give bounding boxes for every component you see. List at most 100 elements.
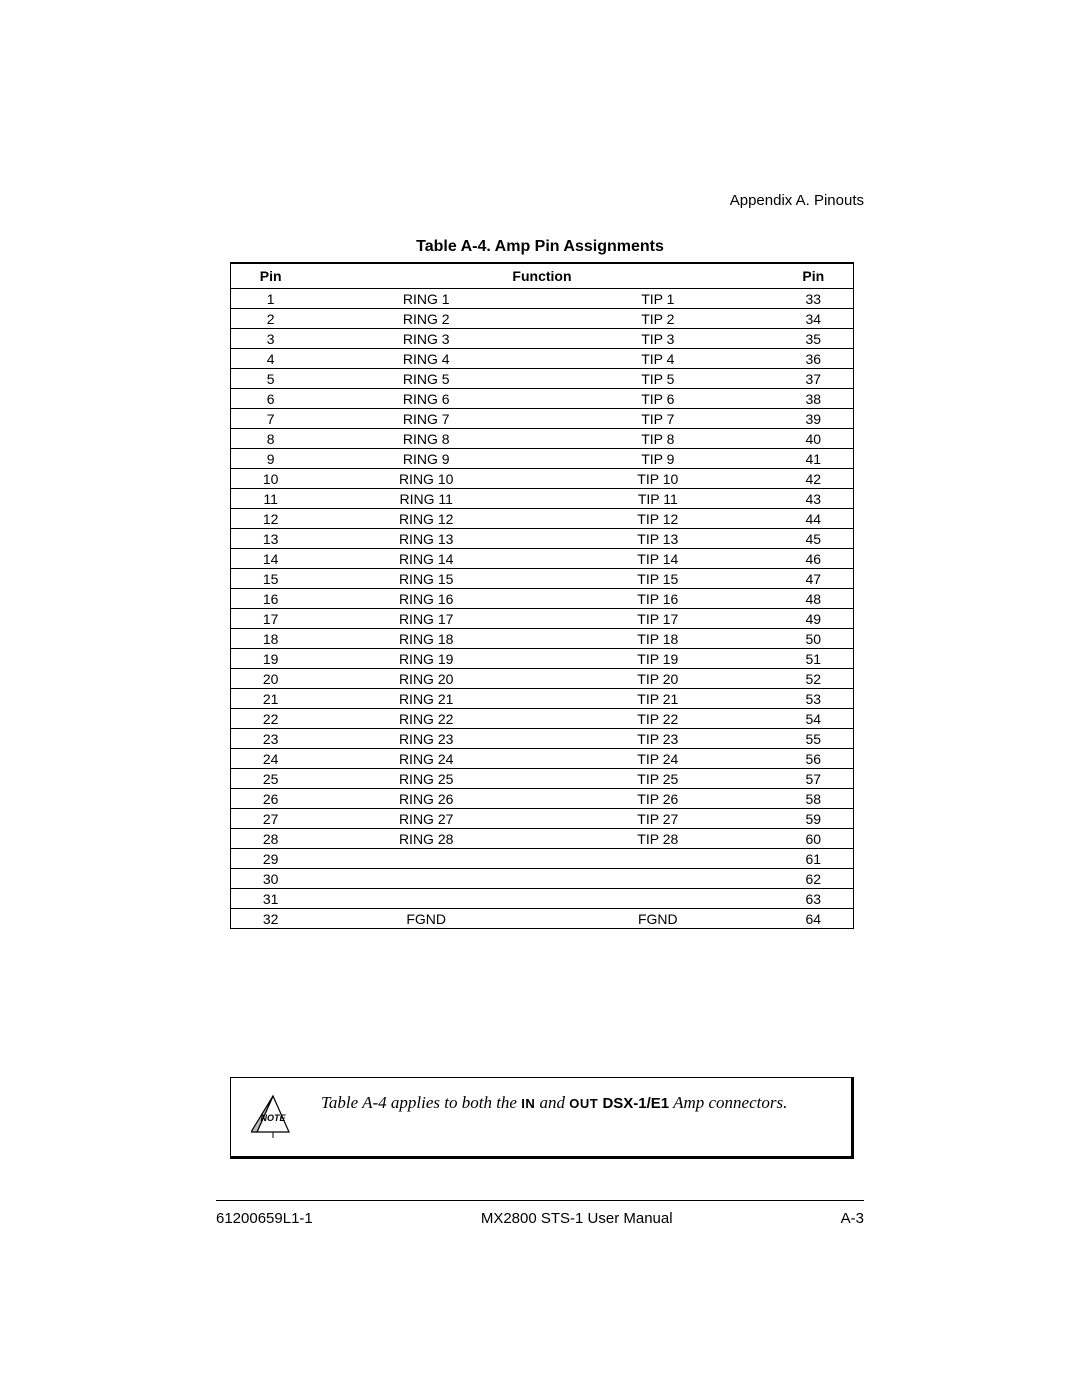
cell-func-b: TIP 23: [542, 729, 774, 749]
note-box: NOTE Table A-4 applies to both the IN an…: [230, 1077, 854, 1159]
cell-pin-left: 14: [231, 549, 311, 569]
table-row: 19RING 19TIP 1951: [231, 649, 854, 669]
cell-pin-left: 28: [231, 829, 311, 849]
header-section: Appendix A. Pinouts: [730, 192, 864, 209]
table-row: 18RING 18TIP 1850: [231, 629, 854, 649]
cell-func-b: TIP 24: [542, 749, 774, 769]
cell-pin-left: 25: [231, 769, 311, 789]
cell-func-a: RING 28: [310, 829, 542, 849]
cell-pin-right: 56: [774, 749, 854, 769]
cell-pin-right: 53: [774, 689, 854, 709]
cell-func-a: RING 18: [310, 629, 542, 649]
cell-func-a: RING 23: [310, 729, 542, 749]
cell-pin-right: 63: [774, 889, 854, 909]
cell-pin-right: 43: [774, 489, 854, 509]
cell-pin-right: 46: [774, 549, 854, 569]
cell-func-b: TIP 2: [542, 309, 774, 329]
cell-func-a: RING 22: [310, 709, 542, 729]
cell-pin-left: 30: [231, 869, 311, 889]
footer-rule: [216, 1200, 864, 1201]
table-row: 20RING 20TIP 2052: [231, 669, 854, 689]
cell-pin-right: 52: [774, 669, 854, 689]
cell-func-b: TIP 26: [542, 789, 774, 809]
cell-pin-left: 31: [231, 889, 311, 909]
table-row: 8RING 8TIP 840: [231, 429, 854, 449]
table-row: 17RING 17TIP 1749: [231, 609, 854, 629]
table-row: 31 63: [231, 889, 854, 909]
page: Appendix A. Pinouts Table A-4. Amp Pin A…: [0, 0, 1080, 1397]
footer-right: A-3: [841, 1210, 864, 1227]
cell-func-b: TIP 6: [542, 389, 774, 409]
cell-pin-right: 50: [774, 629, 854, 649]
cell-pin-right: 37: [774, 369, 854, 389]
table-row: 24RING 24TIP 2456: [231, 749, 854, 769]
cell-func-a: RING 5: [310, 369, 542, 389]
cell-pin-left: 32: [231, 909, 311, 929]
table-row: 22RING 22TIP 2254: [231, 709, 854, 729]
cell-func-b: TIP 14: [542, 549, 774, 569]
cell-func-b: TIP 18: [542, 629, 774, 649]
table-row: 3062: [231, 869, 854, 889]
cell-func-a: RING 14: [310, 549, 542, 569]
cell-func-b: TIP 5: [542, 369, 774, 389]
cell-pin-left: 22: [231, 709, 311, 729]
table-row: 2RING 2TIP 234: [231, 309, 854, 329]
cell-pin-left: 19: [231, 649, 311, 669]
note-mid: and: [535, 1093, 569, 1112]
cell-func-a: RING 24: [310, 749, 542, 769]
cell-pin-left: 15: [231, 569, 311, 589]
cell-pin-right: 47: [774, 569, 854, 589]
cell-pin-left: 23: [231, 729, 311, 749]
cell-func-a: RING 7: [310, 409, 542, 429]
cell-pin-left: 20: [231, 669, 311, 689]
cell-pin-right: 34: [774, 309, 854, 329]
table-row: 4RING 4TIP 436: [231, 349, 854, 369]
cell-func-b: TIP 13: [542, 529, 774, 549]
cell-pin-right: 58: [774, 789, 854, 809]
table-caption: Table A-4. Amp Pin Assignments: [216, 238, 864, 256]
cell-pin-left: 26: [231, 789, 311, 809]
cell-pin-left: 10: [231, 469, 311, 489]
table-row: 3RING 3TIP 335: [231, 329, 854, 349]
table-row: 6RING 6TIP 638: [231, 389, 854, 409]
footer-left: 61200659L1-1: [216, 1210, 313, 1227]
cell-func-b: TIP 8: [542, 429, 774, 449]
cell-func-a: [310, 849, 542, 869]
cell-func-a: RING 1: [310, 289, 542, 309]
note-icon-label: NOTE: [260, 1113, 286, 1123]
cell-pin-left: 18: [231, 629, 311, 649]
table-row: 5RING 5TIP 537: [231, 369, 854, 389]
cell-func-a: RING 19: [310, 649, 542, 669]
cell-func-a: RING 25: [310, 769, 542, 789]
cell-func-b: TIP 28: [542, 829, 774, 849]
table-row: 26RING 26TIP 2658: [231, 789, 854, 809]
cell-func-a: RING 6: [310, 389, 542, 409]
th-function: Function: [310, 263, 773, 289]
th-pin-left: Pin: [231, 263, 311, 289]
note-dsx: DSX-1/E1: [602, 1095, 669, 1112]
table-row: 23RING 23TIP 2355: [231, 729, 854, 749]
cell-func-b: TIP 17: [542, 609, 774, 629]
cell-func-b: TIP 1: [542, 289, 774, 309]
table-row: 11RING 11TIP 1143: [231, 489, 854, 509]
table-row: 12RING 12TIP 1244: [231, 509, 854, 529]
note-icon: NOTE: [249, 1092, 297, 1138]
table-row: 13RING 13TIP 1345: [231, 529, 854, 549]
table-row: 2961: [231, 849, 854, 869]
cell-func-a: RING 9: [310, 449, 542, 469]
cell-func-a: RING 16: [310, 589, 542, 609]
cell-pin-left: 12: [231, 509, 311, 529]
cell-pin-left: 7: [231, 409, 311, 429]
cell-func-b: TIP 19: [542, 649, 774, 669]
cell-pin-right: 38: [774, 389, 854, 409]
table-row: 27RING 27TIP 2759: [231, 809, 854, 829]
cell-pin-right: 39: [774, 409, 854, 429]
cell-pin-left: 29: [231, 849, 311, 869]
cell-pin-right: 57: [774, 769, 854, 789]
cell-pin-left: 6: [231, 389, 311, 409]
cell-func-b: [542, 889, 774, 909]
cell-pin-right: 60: [774, 829, 854, 849]
footer: 61200659L1-1 MX2800 STS-1 User Manual A-…: [216, 1210, 864, 1227]
cell-pin-left: 24: [231, 749, 311, 769]
cell-func-b: TIP 12: [542, 509, 774, 529]
